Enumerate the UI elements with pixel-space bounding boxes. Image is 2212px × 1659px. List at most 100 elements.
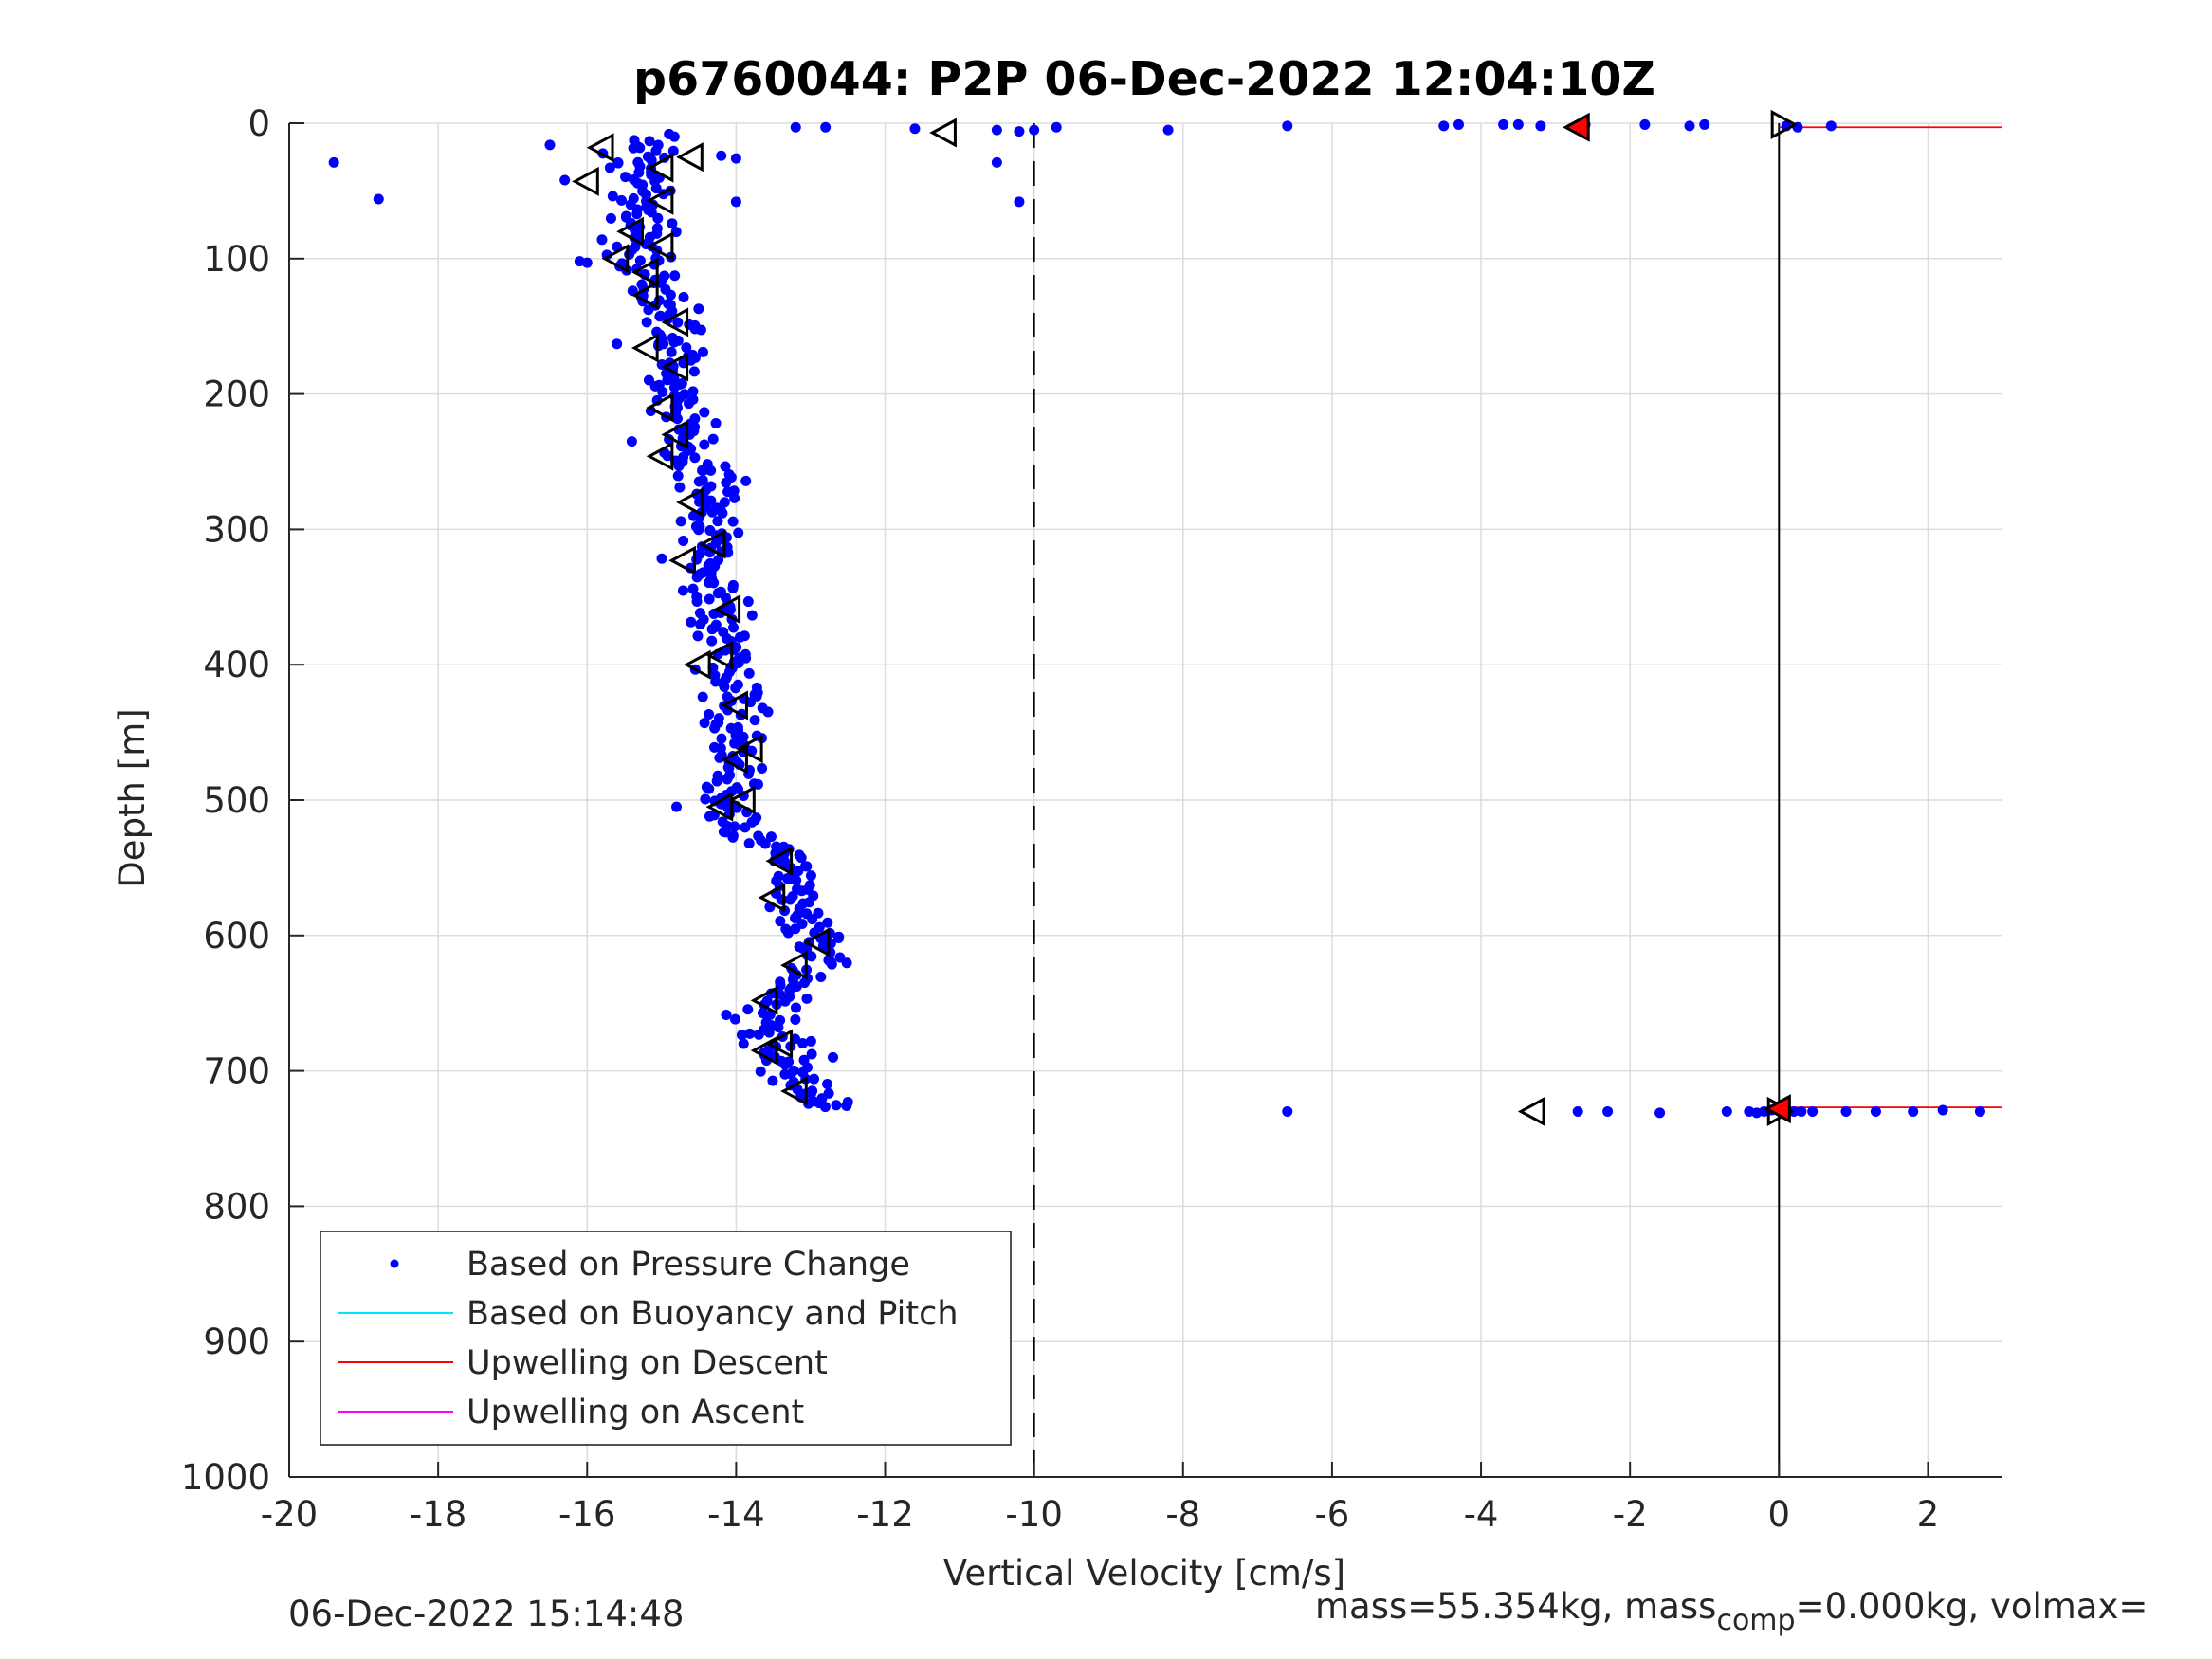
pressure-point (657, 386, 668, 397)
pressure-point (678, 291, 689, 302)
pressure-point (605, 212, 616, 224)
pressure-point (615, 194, 627, 206)
pressure-point (742, 596, 754, 608)
pressure-point (691, 572, 703, 583)
pressure-point (693, 524, 704, 536)
pressure-point (831, 1100, 842, 1111)
descent-marker (683, 649, 711, 680)
legend-dot-swatch (390, 1259, 399, 1268)
ascent-marker (1770, 109, 1799, 139)
pressure-point (1602, 1105, 1614, 1117)
pressure-point (697, 691, 708, 702)
x-axis-label: Vertical Velocity [cm/s] (943, 1553, 1345, 1594)
pressure-point (833, 932, 845, 943)
pressure-point (716, 733, 727, 744)
pressure-point (704, 709, 715, 720)
footer-mass-subscript: comp (1716, 1604, 1795, 1637)
pressure-point (641, 317, 652, 328)
pressure-point (796, 885, 808, 897)
pressure-point (677, 585, 688, 596)
pressure-point (740, 475, 752, 486)
y-tick-labels: 0 100 200 300 400 500 600 700 800 900 1000 (181, 103, 270, 1498)
descent-marker (765, 1029, 794, 1059)
pressure-point (612, 338, 623, 350)
pressure-point (1807, 1105, 1819, 1117)
pressure-point (721, 477, 732, 488)
pressure-point (707, 433, 719, 445)
pressure-point (730, 196, 741, 208)
pressure-point (712, 516, 723, 527)
pressure-point (842, 1096, 853, 1107)
descent-marker (616, 216, 644, 246)
pressure-point (704, 783, 715, 794)
plot-axes (288, 122, 2002, 1478)
pressure-point (656, 553, 667, 564)
pressure-point (710, 417, 722, 428)
pressure-point (729, 821, 740, 832)
pressure-point (784, 894, 795, 905)
pressure-point (689, 452, 701, 464)
pressure-point (822, 1079, 833, 1090)
pressure-point (699, 439, 710, 450)
pressure-point (1840, 1105, 1852, 1117)
pressure-point (670, 227, 682, 238)
x-tick-label: -4 (1464, 1494, 1499, 1535)
pressure-point (1014, 196, 1025, 208)
legend-label-buoyancy: Based on Buoyancy and Pitch (466, 1295, 959, 1333)
pressure-point (841, 957, 852, 969)
pressure-point (727, 831, 739, 843)
pressure-point (708, 608, 720, 619)
pressure-point (717, 507, 728, 519)
pressure-point (777, 894, 788, 905)
pressure-point (739, 630, 750, 642)
y-tick-label: 1000 (181, 1457, 270, 1498)
pressure-point (699, 407, 710, 418)
pressure-point (662, 374, 673, 386)
pressure-point (631, 209, 643, 220)
pressure-point (695, 619, 706, 630)
pressure-point (1438, 120, 1450, 132)
pressure-point (1572, 1105, 1583, 1117)
footer-mass-info: mass=55.354kg, masscomp=0.000kg, volmax= (1315, 1586, 2148, 1637)
pressure-point (767, 1075, 778, 1086)
pressure-point (805, 870, 816, 882)
pressure-point (784, 874, 795, 885)
pressure-point (687, 386, 699, 397)
pressure-point (612, 157, 624, 169)
pressure-point (749, 715, 760, 726)
pressure-point (721, 592, 732, 604)
pressure-point (1974, 1105, 1985, 1117)
pressure-point (668, 382, 680, 393)
pressure-point (674, 482, 686, 493)
descent-marker (646, 231, 674, 262)
descent-marker (572, 166, 599, 196)
pressure-point (654, 311, 666, 322)
pressure-point (1498, 118, 1509, 130)
pressure-point (763, 1027, 775, 1038)
pressure-point (809, 1073, 820, 1085)
pressure-point (700, 793, 711, 805)
pressure-point (1796, 1105, 1807, 1117)
pressure-point (762, 706, 774, 718)
descent-marker (646, 392, 674, 423)
pressure-point (709, 722, 721, 734)
y-tick-label: 300 (203, 509, 270, 550)
pressure-point (697, 346, 708, 357)
pressure-point (716, 150, 727, 161)
pressure-point (736, 1030, 747, 1041)
pressure-point (1721, 1105, 1732, 1117)
pressure-point (1282, 120, 1293, 132)
legend-item-upwelling-descent: Upwelling on Descent (338, 1344, 828, 1382)
x-tick-label: -18 (410, 1494, 466, 1535)
pressure-point (704, 593, 715, 605)
pressure-point (991, 156, 1002, 168)
legend-label-pressure: Based on Pressure Change (466, 1246, 910, 1284)
pressure-point (1162, 124, 1174, 136)
pressure-point (706, 506, 718, 518)
pressure-point (665, 289, 676, 301)
y-axis-label: Depth [m] (112, 708, 153, 887)
pressure-point (671, 413, 683, 425)
descent-marker (646, 185, 674, 215)
pressure-point (1684, 120, 1695, 132)
